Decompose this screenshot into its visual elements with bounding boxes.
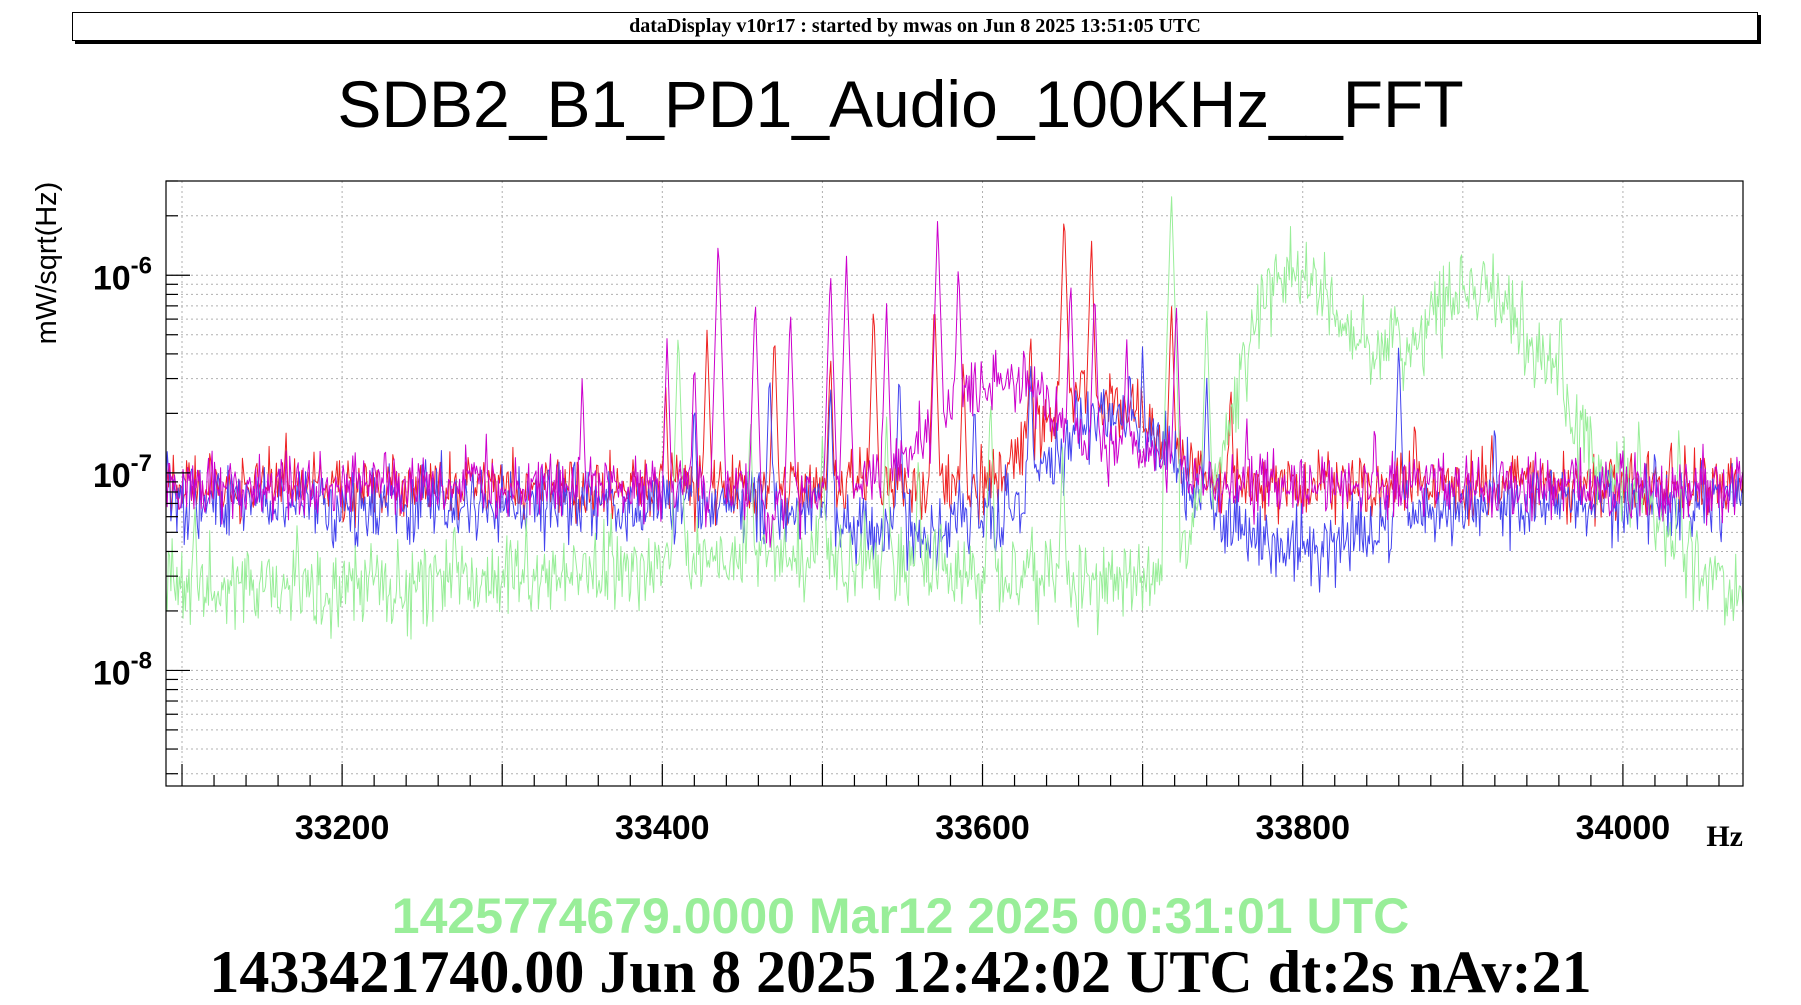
y-tick-label: 10-6	[93, 252, 152, 297]
plot-frame	[165, 180, 1744, 787]
series-line-2	[165, 346, 1744, 593]
x-tick-label: 33800	[1255, 809, 1350, 847]
x-axis-label: Hz	[1706, 820, 1743, 853]
axis-labels: 33200 33400 33600 33800 34000 10-6 10-7 10-8	[93, 252, 1670, 847]
series-line-3	[165, 196, 1744, 640]
reference-timestamp: 1425774679.0000 Mar12 2025 00:31:01 UTC	[391, 888, 1410, 944]
series-line-1	[165, 223, 1744, 532]
chart-title: SDB2_B1_PD1_Audio_100KHz__FFT	[337, 67, 1464, 141]
y-tick-label: 10-8	[93, 647, 152, 692]
current-timestamp: 1433421740.00 Jun 8 2025 12:42:02 UTC dt…	[209, 939, 1592, 1005]
axis-ticks	[166, 180, 1720, 786]
y-axis-label: mW/sqrt(Hz)	[31, 182, 63, 345]
x-tick-label: 33400	[615, 809, 710, 847]
y-tick-label: 10-7	[93, 450, 152, 495]
series-layer	[165, 196, 1744, 640]
header-text: dataDisplay v10r17 : started by mwas on …	[629, 15, 1201, 37]
x-tick-label: 33600	[935, 809, 1030, 847]
series-line-4	[165, 221, 1744, 548]
x-tick-label: 34000	[1576, 809, 1671, 847]
header-banner: dataDisplay v10r17 : started by mwas on …	[72, 12, 1758, 41]
x-tick-label: 33200	[295, 809, 390, 847]
